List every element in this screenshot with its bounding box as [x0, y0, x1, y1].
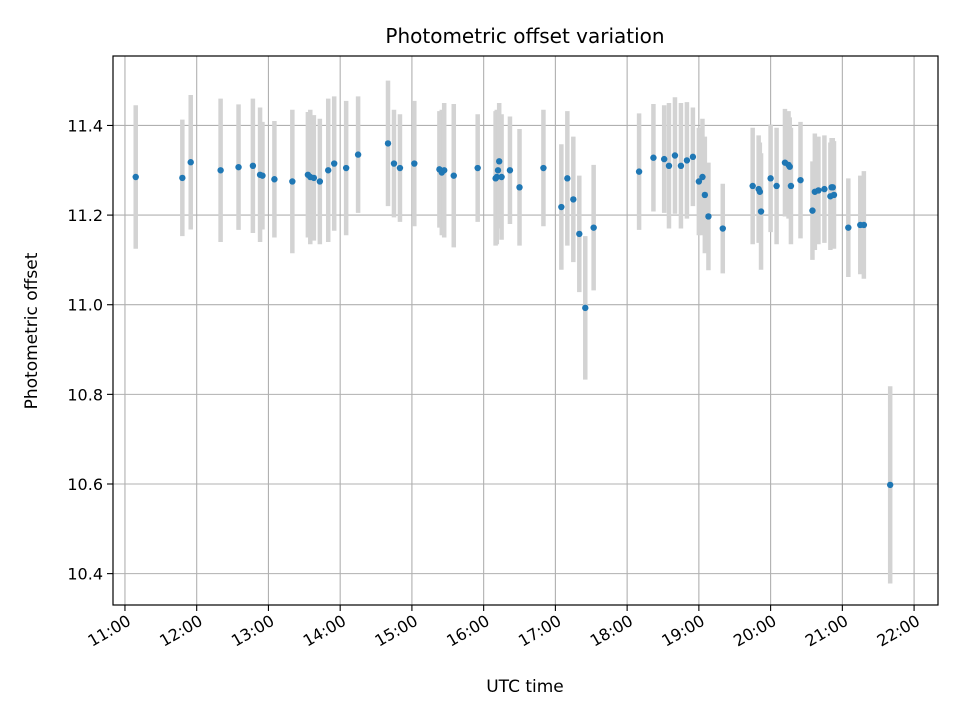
data-point	[809, 207, 816, 214]
data-point	[756, 188, 764, 195]
data-point	[590, 224, 597, 231]
data-point	[570, 196, 577, 203]
data-point	[390, 160, 398, 167]
data-point	[701, 191, 709, 199]
data-point	[757, 208, 765, 215]
data-point	[450, 172, 457, 179]
data-points	[132, 140, 894, 489]
data-point	[787, 182, 795, 190]
data-point	[310, 174, 318, 182]
data-point	[699, 173, 706, 181]
data-point	[249, 162, 257, 169]
data-point	[860, 221, 868, 229]
y-tick-label: 11.4	[67, 116, 103, 135]
data-point	[683, 157, 691, 164]
data-point	[767, 175, 774, 182]
data-point	[665, 162, 673, 169]
data-point	[564, 175, 571, 182]
data-point	[498, 173, 505, 181]
data-point	[494, 167, 502, 174]
data-point	[660, 155, 668, 163]
y-axis-ticks: 10.4 10.6 10.8 11.0 11.2 11.4	[67, 116, 113, 584]
x-axis-label: UTC time	[486, 677, 564, 697]
data-point	[474, 164, 481, 172]
data-point	[576, 230, 583, 238]
data-point	[217, 167, 224, 174]
data-point	[845, 224, 852, 231]
data-point	[342, 164, 350, 172]
data-point	[797, 176, 804, 184]
data-point	[506, 167, 514, 174]
data-point	[259, 172, 266, 179]
data-point	[695, 178, 703, 185]
plot-frame	[112, 55, 939, 606]
data-point	[289, 178, 296, 185]
y-tick-label: 10.8	[67, 385, 103, 404]
data-point	[516, 184, 523, 191]
chart-title: Photometric offset variation	[385, 24, 664, 48]
data-point	[325, 167, 332, 174]
data-point	[558, 203, 565, 211]
data-point	[749, 182, 756, 190]
data-point	[786, 163, 793, 170]
data-point	[493, 173, 501, 181]
data-point	[440, 167, 448, 174]
data-point	[396, 164, 404, 172]
data-point	[316, 178, 324, 185]
data-point	[689, 153, 697, 161]
data-point	[132, 173, 139, 181]
data-point	[635, 168, 643, 175]
data-point	[384, 140, 392, 147]
data-point	[671, 152, 679, 159]
data-point	[886, 481, 894, 489]
data-point	[677, 162, 685, 169]
data-point	[705, 213, 712, 220]
data-point	[271, 176, 278, 183]
y-tick-label: 10.4	[67, 565, 103, 584]
data-point	[179, 174, 186, 182]
data-point	[821, 185, 828, 193]
y-axis-label: Photometric offset	[22, 252, 42, 409]
data-point	[830, 191, 838, 199]
y-tick-label: 11.0	[67, 296, 103, 315]
data-point	[582, 304, 589, 312]
data-point	[330, 160, 338, 167]
y-tick-label: 11.2	[67, 206, 103, 225]
data-point	[773, 182, 780, 190]
data-point	[235, 163, 242, 171]
y-tick-label: 10.6	[67, 475, 103, 494]
data-point	[829, 184, 836, 191]
data-point	[187, 159, 194, 166]
data-point	[815, 187, 822, 194]
data-point	[540, 164, 547, 172]
data-point	[495, 158, 503, 165]
data-point	[354, 151, 362, 158]
data-point	[650, 154, 657, 161]
data-point	[719, 225, 726, 232]
data-point	[411, 160, 418, 167]
